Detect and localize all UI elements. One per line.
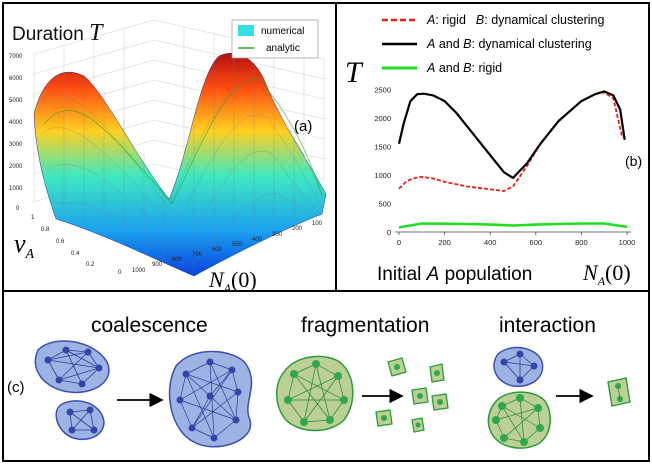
y-tick-label: 0: [387, 228, 391, 237]
line-chart-svg: A: rigid B: dynamical clustering A and B:…: [345, 13, 642, 288]
svg-text:400: 400: [252, 237, 263, 243]
surface-mesh: [33, 53, 327, 277]
n-axis-label: NA(0): [208, 267, 257, 290]
fragmentation-large-cluster: [276, 355, 354, 432]
svg-text:1: 1: [31, 215, 35, 221]
svg-text:900: 900: [152, 262, 163, 268]
svg-text:0.4: 0.4: [71, 251, 80, 257]
y-tick-label: 1000: [374, 171, 391, 180]
interaction-title: interaction: [499, 314, 596, 337]
legend-label-rigid-dynamic: A: rigid B: dynamical clustering: [426, 13, 605, 27]
svg-text:0: 0: [16, 206, 20, 212]
y-tick-label: 2500: [374, 86, 391, 95]
series-line-3: [398, 222, 628, 229]
z-axis-ticks: 7000 6000 5000 4000 3000 2000 1000 0: [9, 54, 23, 212]
svg-text:7000: 7000: [9, 54, 23, 60]
coalescence-merged-cluster: [168, 350, 253, 448]
coalescence-small-cluster-bottom: [55, 400, 105, 441]
panel-c-process-diagram: (c) coalescence: [2, 290, 650, 462]
panel-b-line-chart: A: rigid B: dynamical clustering A and B:…: [335, 2, 650, 292]
panel-b-label: (b): [625, 153, 642, 169]
x-tick-label: 600: [530, 238, 543, 247]
surface-plot-svg: Duration T numerical analytic (a) 7000 6…: [9, 19, 327, 295]
svg-text:0.6: 0.6: [56, 239, 65, 245]
svg-text:4000: 4000: [9, 120, 23, 126]
n-axis-ticks: 1000 900 800 700 600 500 400 300 200 100: [132, 221, 323, 274]
panel-a-legend: numerical analytic: [231, 19, 319, 59]
legend-numerical-label: numerical: [261, 26, 304, 37]
svg-text:0: 0: [118, 270, 122, 276]
panel-a-label: (a): [294, 118, 312, 135]
svg-text:0.2: 0.2: [86, 262, 95, 268]
legend-label-both-rigid: A and B: rigid: [426, 61, 502, 75]
svg-text:0.8: 0.8: [41, 227, 50, 233]
legend-swatch-numerical: [238, 25, 254, 36]
panel-b-x-symbol: NA(0): [582, 260, 631, 288]
x-tick-label: 800: [575, 238, 588, 247]
nu-axis-label: νA: [14, 229, 35, 262]
interaction-result-fragment: [607, 377, 631, 407]
svg-text:300: 300: [272, 232, 283, 238]
svg-text:1000: 1000: [132, 268, 146, 274]
panel-a-surface-plot: Duration T numerical analytic (a) 7000 6…: [2, 2, 337, 295]
x-tick-label: 400: [484, 238, 497, 247]
coalescence-title: coalescence: [91, 314, 208, 337]
y-tick-label: 1500: [374, 143, 391, 152]
svg-text:2000: 2000: [9, 164, 23, 170]
y-tick-label: 500: [378, 200, 391, 209]
svg-text:700: 700: [192, 252, 203, 258]
coalescence-small-cluster-top: [34, 340, 110, 394]
svg-text:3000: 3000: [9, 142, 23, 148]
svg-text:600: 600: [212, 247, 223, 253]
nu-axis-ticks: 1 0.8 0.6 0.4 0.2 0: [31, 215, 122, 276]
legend-analytic-label: analytic: [266, 43, 300, 54]
legend-label-both-dynamic: A and B: dynamical clustering: [426, 37, 592, 51]
y-tick-label: 2000: [374, 114, 391, 123]
x-tick-label: 1000: [619, 238, 636, 247]
x-tick-label: 0: [397, 238, 401, 247]
interaction-blue-cluster: [493, 346, 544, 387]
svg-text:1000: 1000: [9, 186, 23, 192]
chart-axes: 0 200 400 600 800 1000 0 500 1000 1500 2000 2500: [374, 86, 635, 247]
svg-text:6000: 6000: [9, 76, 23, 82]
chart-series: [397, 90, 628, 229]
svg-text:100: 100: [312, 221, 323, 227]
fragmentation-title: fragmentation: [301, 314, 429, 337]
svg-text:5000: 5000: [9, 98, 23, 104]
svg-text:200: 200: [292, 226, 303, 232]
series-line-2: [397, 90, 626, 179]
process-diagram-svg: (c) coalescence: [7, 314, 631, 449]
svg-text:500: 500: [232, 242, 243, 248]
panel-b-x-label: Initial A population: [377, 264, 532, 285]
panel-b-legend: A: rigid B: dynamical clustering A and B:…: [382, 13, 605, 75]
panel-c-label: (c): [7, 379, 25, 396]
svg-text:800: 800: [172, 257, 183, 263]
panel-a-title: Duration T: [12, 20, 104, 46]
interaction-green-cluster: [487, 391, 551, 449]
x-tick-label: 200: [438, 238, 451, 247]
panel-b-y-label: T: [345, 56, 364, 89]
fragment-pieces: [375, 357, 449, 433]
